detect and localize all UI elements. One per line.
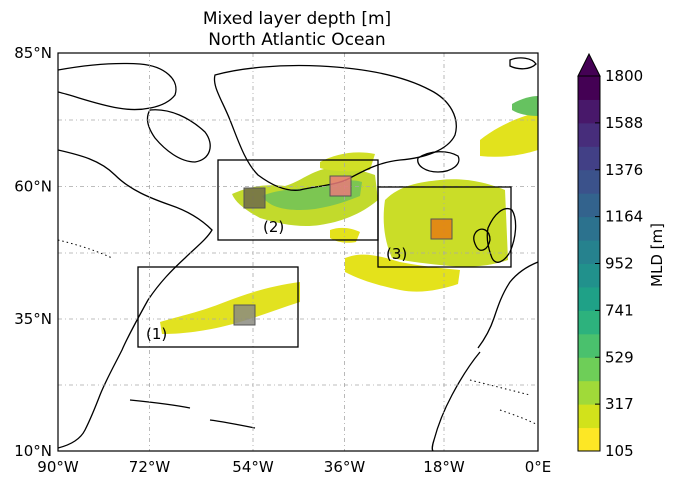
coast-canadian-islands	[58, 62, 177, 111]
y-tick-label: 35°N	[14, 310, 52, 328]
x-axis-ticks: 90°W 72°W 54°W 36°W 18°W 0°E	[37, 458, 551, 476]
colorbar-tick-label: 1164	[605, 208, 643, 226]
coast-greenland	[213, 64, 457, 191]
marker-region-3	[430, 218, 453, 240]
colorbar-extend-arrow	[577, 52, 601, 77]
mld-patch-subtropical	[160, 282, 300, 334]
colorbar-band	[578, 76, 600, 100]
colorbar-band	[578, 193, 600, 218]
colorbar-band	[578, 169, 600, 194]
border-africa	[469, 379, 538, 426]
mld-patch-northeast-south	[345, 254, 460, 292]
region-box-3	[377, 186, 512, 268]
colorbar-band	[578, 263, 600, 288]
map-panel: (1) (2) (3)	[58, 53, 538, 451]
colorbar-label: MLD [m]	[648, 223, 666, 287]
coast-iceland	[417, 151, 460, 173]
region-box-1	[137, 266, 299, 348]
y-tick-label: 10°N	[14, 442, 52, 460]
colorbar-ticks: 1800 1588 1376 1164 952 741 529 317 105	[595, 67, 643, 460]
x-tick-label: 72°W	[129, 458, 171, 476]
y-axis-ticks: 85°N 60°N 35°N 10°N	[14, 44, 52, 460]
coast-caribbean	[129, 399, 256, 429]
colorbar-band	[578, 333, 600, 358]
region-label-1: (1)	[146, 325, 167, 343]
x-tick-label: 36°W	[324, 458, 366, 476]
colorbar-tick-label: 529	[605, 348, 634, 366]
colorbar-band	[578, 310, 600, 335]
x-tick-label: 54°W	[232, 458, 274, 476]
colorbar-band	[578, 240, 600, 264]
colorbar: 1800 1588 1376 1164 952 741 529 317 105 MLD [m]	[577, 52, 666, 460]
colorbar-tick-label: 317	[605, 395, 634, 413]
marker-region-1	[233, 304, 256, 326]
coast-uk	[486, 208, 517, 263]
coastlines	[58, 57, 538, 451]
colorbar-band	[578, 427, 600, 452]
x-tick-label: 90°W	[37, 458, 79, 476]
x-tick-label: 0°E	[525, 458, 552, 476]
x-tick-label: 18°W	[423, 458, 465, 476]
colorbar-band	[578, 99, 600, 124]
colorbar-band	[578, 357, 600, 382]
coast-ireland	[473, 228, 491, 251]
colorbar-tick-label: 1800	[605, 67, 643, 85]
colorbar-tick-label: 1588	[605, 114, 643, 132]
colorbar-band	[578, 404, 600, 429]
chart-title-line1: Mixed layer depth [m]	[203, 9, 391, 29]
map-frame	[57, 52, 539, 452]
coast-europe	[477, 261, 538, 349]
coast-svalbard	[509, 57, 537, 70]
coast-north-america	[58, 149, 213, 449]
region-label-3: (3)	[386, 245, 407, 263]
mld-patch-nordic	[480, 112, 538, 157]
mld-patch-nordic-deep	[512, 96, 538, 116]
colorbar-band	[578, 286, 600, 311]
y-tick-label: 60°N	[14, 178, 52, 196]
markers	[233, 175, 453, 326]
colorbar-band	[578, 380, 600, 405]
region-label-2: (2)	[263, 218, 284, 236]
marker-region-2-west	[243, 187, 266, 209]
border-us-canada	[58, 239, 113, 259]
colorbar-band	[578, 216, 600, 241]
colorbar-tick-label: 741	[605, 301, 634, 319]
colorbar-band	[578, 122, 600, 147]
colorbar-band	[578, 146, 600, 171]
country-borders	[58, 239, 538, 426]
colorbar-tick-label: 952	[605, 255, 634, 273]
coast-africa	[431, 351, 481, 451]
marker-region-2-east	[329, 175, 352, 197]
mld-patch-scattered	[330, 227, 360, 243]
chart-title-line2: North Atlantic Ocean	[208, 30, 385, 50]
mld-patch-irminger-north	[320, 152, 375, 172]
colorbar-tick-label: 105	[605, 442, 634, 460]
colorbar-bands	[578, 76, 600, 452]
region-boxes	[137, 159, 512, 348]
colorbar-tick-label: 1376	[605, 161, 643, 179]
y-tick-label: 85°N	[14, 44, 52, 62]
coast-baffin	[146, 109, 211, 163]
